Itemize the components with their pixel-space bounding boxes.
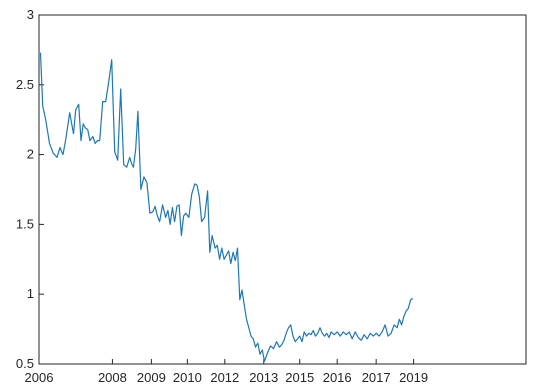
x-axis: 2006 2008 2009 2010 2012 2013 2015 2016 2017 2019 xyxy=(25,359,428,385)
series-line xyxy=(39,52,414,362)
plot-area xyxy=(38,14,527,365)
x-tick-label: 2015 xyxy=(285,370,314,385)
x-tick-label: 2019 xyxy=(399,370,428,385)
x-tick-label: 2009 xyxy=(137,370,166,385)
y-tick-label: 2.5 xyxy=(16,77,34,92)
y-tick-label: 1.5 xyxy=(16,216,34,231)
x-tick-label: 2006 xyxy=(25,370,54,385)
x-tick-label: 2012 xyxy=(210,370,239,385)
x-tick-label: 2008 xyxy=(98,370,127,385)
y-tick-label: 1 xyxy=(27,286,34,301)
x-tick-label: 2017 xyxy=(362,370,391,385)
y-axis: 0.5 1 1.5 2 2.5 3 xyxy=(16,7,44,371)
x-tick-label: 2013 xyxy=(249,370,278,385)
x-tick-label: 2010 xyxy=(173,370,202,385)
x-tick-label: 2016 xyxy=(323,370,352,385)
y-tick-label: 2 xyxy=(27,147,34,162)
y-tick-label: 3 xyxy=(27,7,34,22)
y-tick-label: 0.5 xyxy=(16,356,34,371)
